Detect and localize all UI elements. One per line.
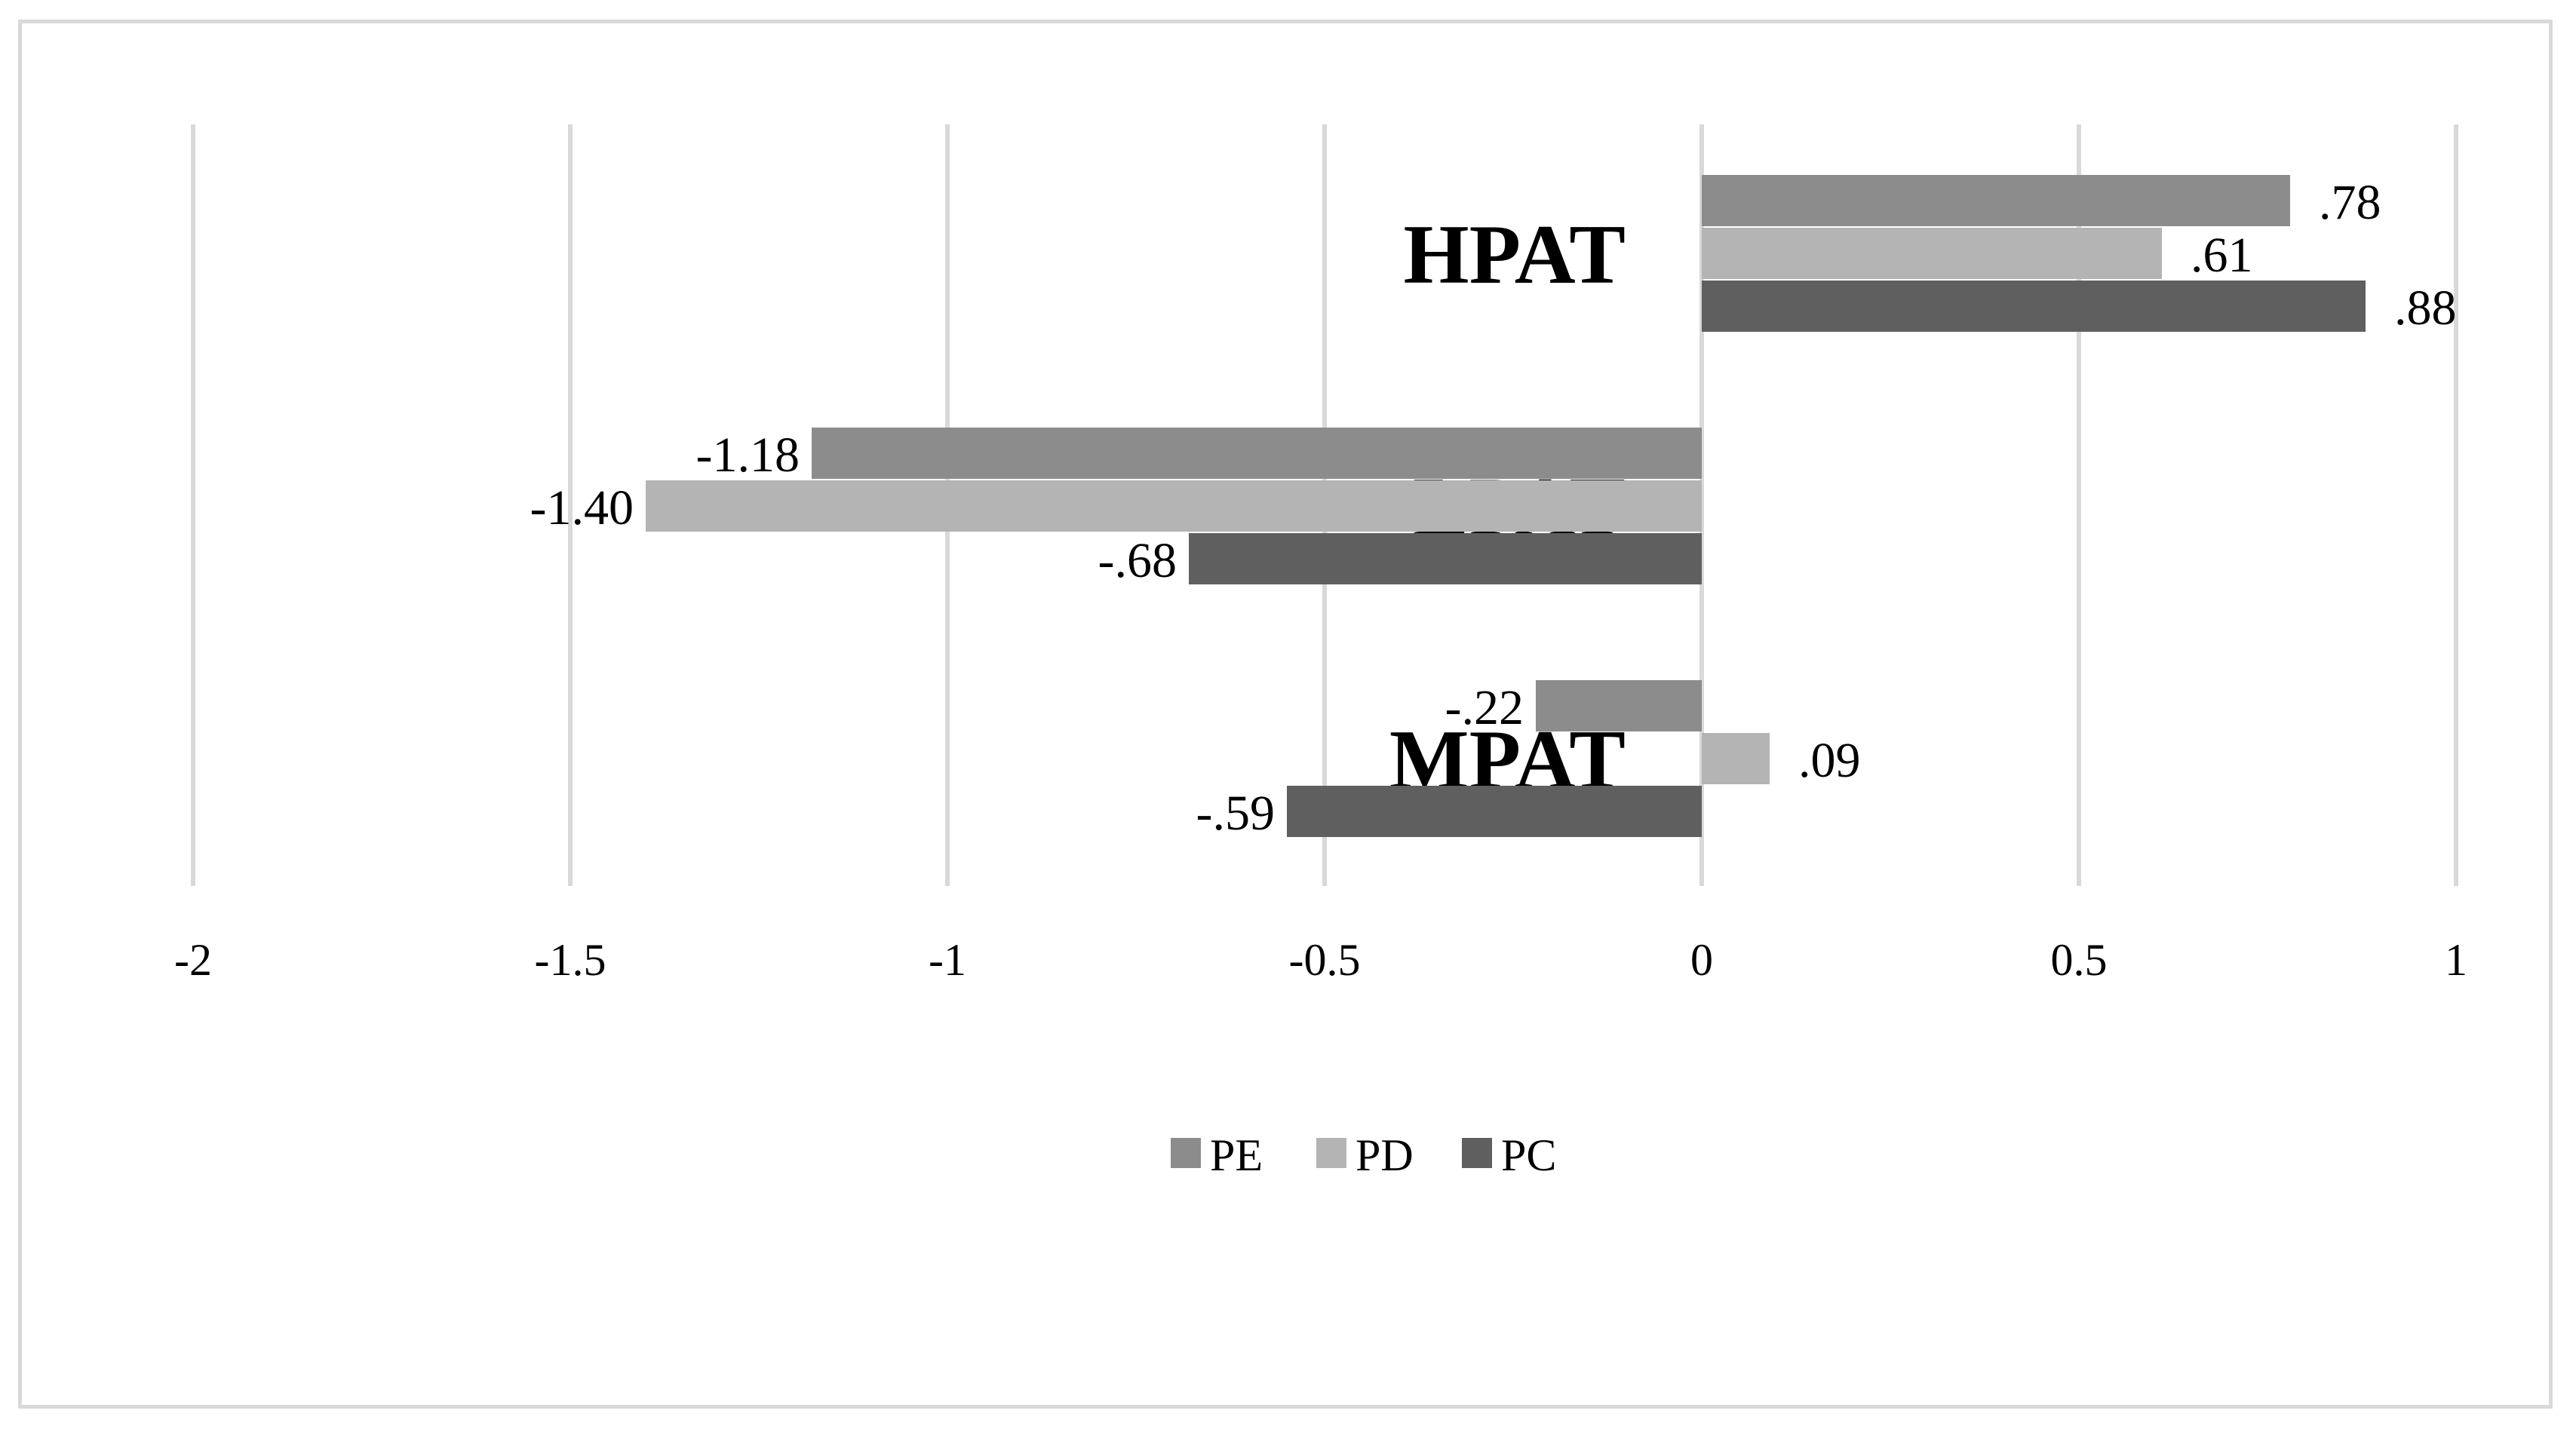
category-label: HPAT <box>1404 208 1626 302</box>
legend: PE PD PC <box>1171 1130 1556 1180</box>
data-label: -.59 <box>1196 786 1275 841</box>
data-label: -1.18 <box>696 428 800 483</box>
bar-pe <box>812 428 1702 479</box>
bar-pc <box>1287 786 1702 837</box>
data-labels: .78 -1.18 -.22 .61 -1.40 .09 .88 -.68 -.59 <box>530 175 2457 841</box>
x-tick-label: 0 <box>1690 935 1713 985</box>
legend-swatch-pc <box>1462 1138 1492 1168</box>
bars <box>646 175 2366 837</box>
bar-pc <box>1702 281 2366 332</box>
data-label: -1.40 <box>530 480 634 535</box>
x-tick-label: -2 <box>174 935 212 985</box>
legend-label-pd: PD <box>1356 1130 1414 1180</box>
bar-pc <box>1189 533 1702 584</box>
bar-pd <box>1702 228 2162 279</box>
x-tick-label: -1.5 <box>535 935 606 985</box>
x-tick-label: -0.5 <box>1289 935 1361 985</box>
legend-label-pe: PE <box>1210 1130 1263 1180</box>
bar-pe <box>1536 680 1702 731</box>
data-label: -.68 <box>1098 533 1177 588</box>
x-tick-label: 1 <box>2445 935 2467 985</box>
x-tick-label: -1 <box>929 935 966 985</box>
bar-pe <box>1702 175 2290 226</box>
legend-swatch-pd <box>1316 1138 1346 1168</box>
x-tick-label: 0.5 <box>2051 935 2108 985</box>
x-axis-tick-labels: -2 -1.5 -1 -0.5 0 0.5 1 <box>174 935 2467 985</box>
data-label: .61 <box>2191 228 2253 283</box>
legend-label-pc: PC <box>1501 1130 1556 1180</box>
bar-pd <box>1702 733 1770 784</box>
data-label: -.22 <box>1445 680 1524 735</box>
bar-pd <box>646 480 1702 532</box>
data-label: .09 <box>1798 733 1861 788</box>
legend-swatch-pe <box>1171 1138 1201 1168</box>
data-label: .78 <box>2319 175 2381 230</box>
data-label: .88 <box>2394 281 2457 336</box>
